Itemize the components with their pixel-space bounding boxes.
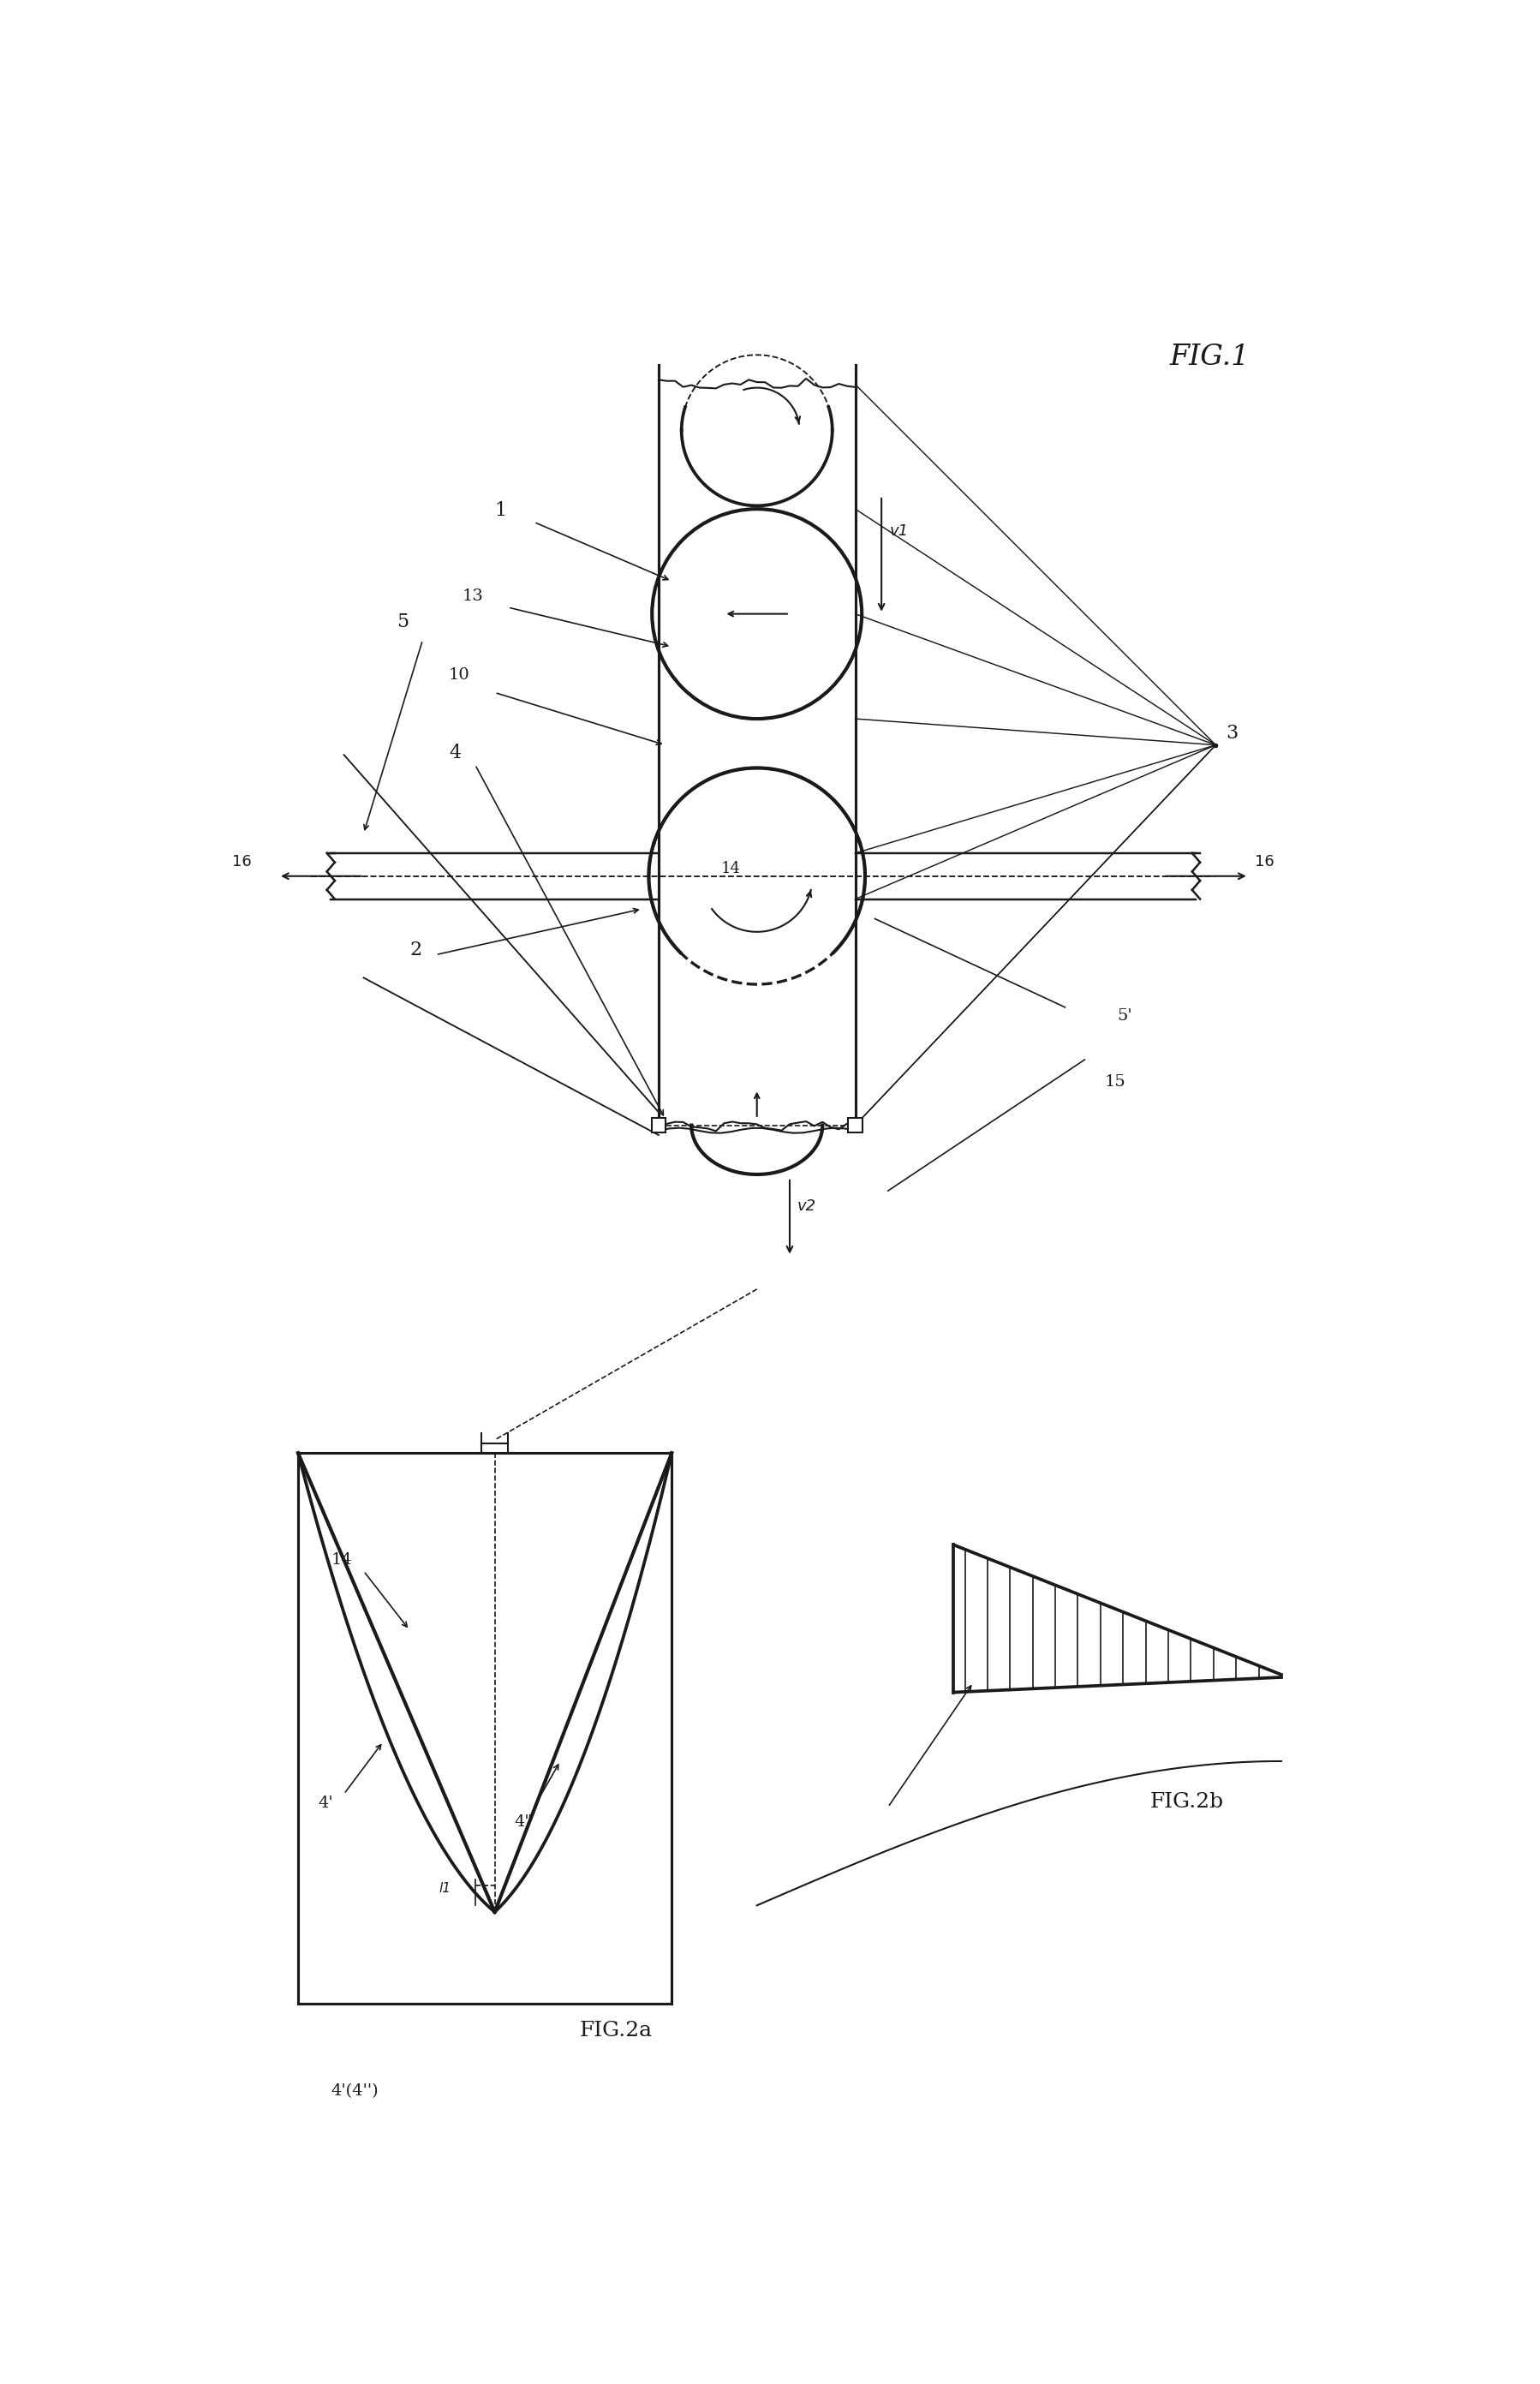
Text: 4'(4''): 4'(4'') <box>331 2084 379 2098</box>
Text: 2: 2 <box>410 939 422 958</box>
Text: 4': 4' <box>317 1795 333 1809</box>
Text: 14: 14 <box>331 1552 351 1569</box>
Bar <box>651 1118 665 1132</box>
Text: FIG.2b: FIG.2b <box>1149 1793 1223 1812</box>
Bar <box>847 1118 862 1132</box>
Text: 5: 5 <box>396 613 408 632</box>
Text: 1: 1 <box>494 501 507 520</box>
Text: 16: 16 <box>1255 853 1274 870</box>
Text: 13: 13 <box>462 589 484 603</box>
Text: 10: 10 <box>448 668 470 682</box>
Text: 14: 14 <box>721 861 741 877</box>
Text: FIG.2a: FIG.2a <box>579 2022 653 2041</box>
Text: l1: l1 <box>439 1881 451 1895</box>
Text: v2: v2 <box>798 1199 816 1213</box>
Text: 5': 5' <box>1116 1008 1132 1023</box>
Text: 3: 3 <box>1224 725 1237 744</box>
Text: 4: 4 <box>448 744 460 763</box>
Text: 4": 4" <box>514 1814 533 1831</box>
Text: v1: v1 <box>889 522 907 539</box>
Text: 15: 15 <box>1104 1073 1124 1089</box>
Text: 16: 16 <box>233 853 253 870</box>
Text: FIG.1: FIG.1 <box>1169 343 1249 372</box>
